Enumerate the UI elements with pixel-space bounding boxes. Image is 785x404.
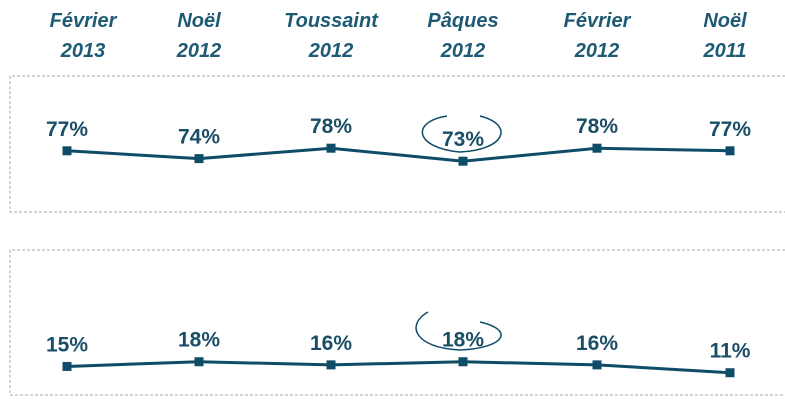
data-label: 73% <box>442 128 484 151</box>
category-label: Toussaint 2012 <box>284 10 378 62</box>
data-label: 74% <box>178 126 220 149</box>
data-label: 78% <box>576 115 618 138</box>
marker <box>592 143 602 153</box>
data-label: 16% <box>310 332 352 355</box>
marker <box>194 154 204 164</box>
data-label: 16% <box>576 332 618 355</box>
marker <box>725 368 735 378</box>
category-label: Pâques 2012 <box>427 10 499 62</box>
marker <box>326 360 336 370</box>
marker <box>62 146 72 156</box>
data-label: 77% <box>46 118 88 141</box>
data-label: 77% <box>709 118 751 141</box>
data-label: 18% <box>442 329 484 352</box>
category-label: Février 2012 <box>563 10 631 62</box>
line <box>66 360 731 375</box>
data-label: 78% <box>310 115 352 138</box>
marker <box>194 357 204 367</box>
top-box <box>9 75 785 213</box>
marker <box>458 156 468 166</box>
marker <box>458 357 468 367</box>
data-label: 15% <box>46 333 88 356</box>
bottom-box <box>9 249 785 396</box>
marker <box>592 360 602 370</box>
line <box>66 146 731 163</box>
marker <box>326 143 336 153</box>
category-label: Noël 2011 <box>703 10 747 62</box>
highlight-circle <box>421 115 502 153</box>
data-label: 11% <box>710 340 751 363</box>
category-label: Noël 2012 <box>176 10 222 62</box>
data-label: 18% <box>178 329 220 352</box>
marker <box>725 146 735 156</box>
category-label: Février 2013 <box>49 10 117 62</box>
marker <box>62 361 72 371</box>
highlight-circle <box>415 311 502 351</box>
